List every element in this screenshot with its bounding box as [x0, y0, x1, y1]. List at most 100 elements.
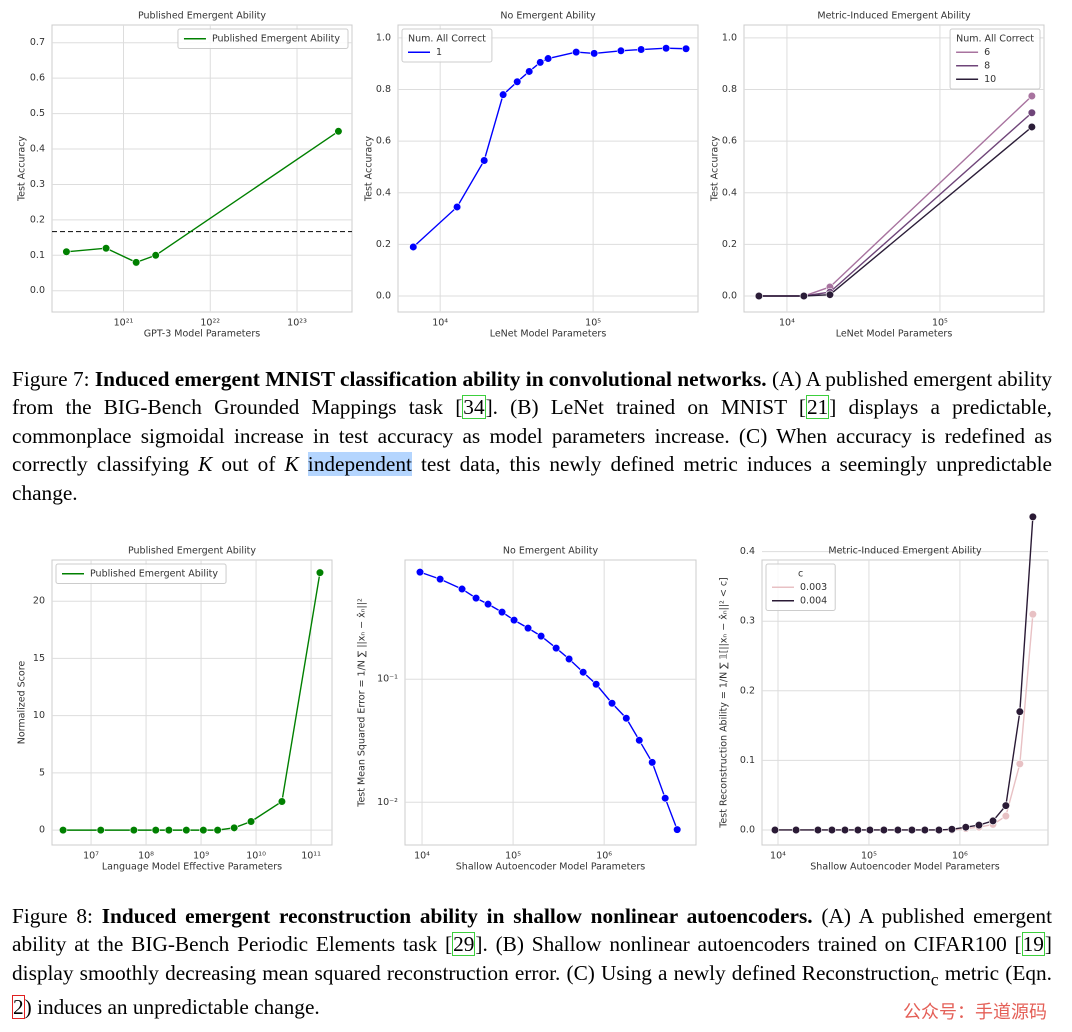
y-tick-label: 0.2 — [722, 239, 737, 250]
y-tick-label: 1.0 — [722, 32, 737, 43]
caption-text: (A) A published emergent ability at the … — [12, 904, 1052, 957]
y-tick-label: 0.2 — [740, 685, 755, 696]
plot-area — [51, 24, 353, 313]
chart-title: Metric-Induced Emergent Ability — [828, 546, 982, 557]
legend-label: 8 — [984, 60, 990, 71]
caption-text: ) induces an unpredictable change. — [24, 995, 320, 1020]
data-point — [572, 47, 581, 57]
y-tick-label: 5 — [39, 767, 45, 778]
plot-area — [397, 24, 699, 313]
data-point — [934, 825, 944, 835]
chart: 10⁴ 10⁵ 0.0 0.2 0.4 0.6 0.8 1.0 Metric-Induced E… — [710, 11, 1045, 340]
chart-title: Published Emergent Ability — [138, 11, 266, 22]
equation-ref: 2 — [12, 995, 25, 1020]
data-point — [96, 826, 105, 835]
data-point — [536, 632, 546, 641]
watermark: 公众号：手道源码 — [903, 1002, 1047, 1023]
y-tick-label: 20 — [33, 596, 45, 607]
y-tick-label: 0 — [39, 825, 45, 836]
caption-text: ] display smoothly decreasing mean squar… — [12, 932, 1053, 985]
x-tick-label: 10⁴ — [770, 851, 786, 862]
legend-label: Published Emergent Ability — [90, 568, 218, 579]
y-tick-label: 10 — [33, 710, 45, 721]
y-tick-label: 0.3 — [740, 616, 755, 627]
data-point — [1015, 707, 1024, 716]
y-tick-label: 0.4 — [740, 546, 755, 557]
y-axis-label: Test Reconstruction Ability = 1/N ∑ 𝟙[||… — [719, 577, 730, 829]
y-tick-label: 0.4 — [30, 144, 45, 155]
plot-area — [51, 559, 333, 846]
data-point — [536, 58, 545, 67]
caption-text: ]. (B) LeNet trained on MNIST [ — [485, 395, 806, 420]
highlighted-text: independent — [307, 452, 412, 477]
data-point — [754, 291, 764, 301]
y-axis-label: Test Accuracy — [710, 136, 721, 202]
data-point — [635, 736, 644, 745]
legend: Published Emergent Ability — [177, 28, 349, 49]
citation: 21 — [805, 395, 830, 420]
legend: Published Emergent Ability — [55, 563, 227, 584]
y-tick-label: 0.1 — [740, 755, 755, 766]
chart: 10²¹ 10²² 10²³ 0.0 0.1 0.2 0.3 0.4 0.5 0.6 0.7 Publ… — [17, 11, 353, 340]
data-point — [452, 202, 462, 212]
data-point — [213, 826, 222, 835]
y-tick-label: 10⁻¹ — [377, 674, 398, 685]
y-axis-label: Test Accuracy — [364, 136, 375, 202]
citation: 34 — [462, 395, 486, 420]
data-point — [1027, 122, 1036, 132]
caption-text: metric (Eqn. — [938, 960, 1052, 985]
data-point — [246, 817, 256, 826]
y-tick-label: 0.7 — [30, 37, 45, 48]
data-point — [827, 825, 837, 835]
y-tick-label: 0.6 — [30, 73, 45, 84]
data-point — [1001, 811, 1010, 821]
y-tick-label: 0.0 — [376, 290, 391, 301]
chart-title: Published Emergent Ability — [128, 546, 256, 557]
x-tick-label: 10²³ — [287, 318, 307, 329]
x-tick-label: 10⁸ — [138, 851, 154, 862]
x-tick-label: 10⁵ — [932, 318, 948, 329]
data-point — [590, 49, 599, 58]
y-axis-label: Test Accuracy — [17, 136, 28, 202]
data-point — [1028, 610, 1037, 619]
caption-text: ]. (B) Shallow nonlinear autoencoders tr… — [475, 932, 1022, 957]
data-point — [277, 797, 287, 806]
caption-text: (A) A published emergent ability from th… — [12, 367, 1053, 420]
legend: Num. All Correct 1 — [401, 28, 493, 63]
y-tick-label: 0.6 — [376, 136, 391, 147]
data-point — [893, 825, 902, 835]
y-tick-label: 10⁻² — [377, 797, 398, 808]
x-tick-label: 10⁴ — [432, 318, 448, 329]
x-tick-label: 10⁶ — [952, 851, 968, 862]
subscript: c — [930, 969, 939, 990]
data-point — [673, 825, 682, 834]
data-point — [164, 826, 173, 835]
x-tick-label: 10²² — [200, 318, 220, 329]
x-axis-label: LeNet Model Parameters — [490, 329, 607, 340]
x-tick-label: 10⁴ — [779, 318, 795, 329]
caption-text: out of — [212, 452, 285, 477]
legend-label: 0.004 — [800, 595, 827, 606]
data-point — [961, 823, 970, 832]
caption-text: ] displays a predictable, commonplace si… — [12, 395, 1052, 477]
data-point — [799, 291, 808, 301]
data-point — [947, 825, 957, 834]
data-point — [230, 823, 239, 832]
y-tick-label: 0.8 — [376, 84, 391, 95]
x-axis-label: LeNet Model Parameters — [836, 329, 953, 340]
x-axis-label: Language Model Effective Parameters — [102, 862, 282, 873]
data-point — [661, 794, 670, 803]
data-point — [564, 654, 574, 664]
legend-title: Num. All Correct — [408, 33, 486, 44]
data-point — [523, 624, 533, 633]
y-tick-label: 0.2 — [30, 214, 45, 225]
legend-label: Published Emergent Ability — [212, 33, 340, 44]
y-tick-label: 0.0 — [30, 285, 45, 296]
figure-label: Figure 7: — [12, 367, 90, 391]
data-point — [840, 825, 850, 835]
data-point — [637, 45, 646, 54]
legend: Num. All Correct 6 8 10 — [949, 28, 1041, 90]
data-point — [1001, 801, 1010, 810]
